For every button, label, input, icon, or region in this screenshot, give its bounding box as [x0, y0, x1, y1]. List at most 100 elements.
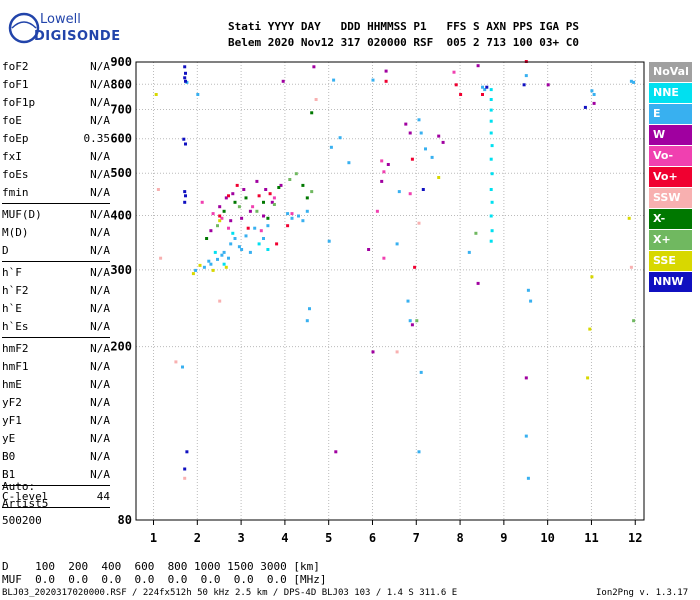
- echo-point: [156, 188, 160, 191]
- echo-point: [181, 365, 184, 369]
- echo-point: [489, 157, 493, 161]
- param-name: B0: [2, 450, 16, 463]
- echo-point: [430, 155, 434, 159]
- echo-point: [184, 142, 187, 146]
- param-divider: [2, 336, 110, 340]
- param-row: hmF1 N/A: [2, 358, 110, 376]
- echo-point: [184, 194, 187, 198]
- echo-point: [481, 85, 484, 89]
- param-name: hmF1: [2, 360, 29, 373]
- echo-point: [233, 200, 237, 204]
- param-value: N/A: [90, 208, 110, 221]
- echo-point: [233, 237, 237, 240]
- echo-point: [490, 144, 494, 148]
- echo-point: [592, 101, 596, 105]
- echo-point: [529, 299, 533, 303]
- axes: 1 2 3 4 5 6 7 8 9 10 11 128020030040050060070080090…: [110, 55, 642, 545]
- auto-label: Auto:: [2, 480, 36, 493]
- param-name: h`Es: [2, 320, 29, 333]
- echo-point: [154, 93, 158, 96]
- auto-program: Artist5: [2, 497, 49, 510]
- x-tick-label: 4: [281, 531, 288, 545]
- echo-point: [384, 69, 388, 73]
- globe-icon: [8, 12, 40, 44]
- echo-point: [410, 323, 414, 327]
- legend-item: Vo+: [649, 167, 692, 187]
- param-row: h`E N/A: [2, 300, 110, 318]
- echo-point: [588, 327, 592, 331]
- echo-point: [183, 65, 187, 69]
- param-name: foF1p: [2, 96, 36, 109]
- footer-distance-row: D 100 200 400 600 800 1000 1500 3000 [km…: [2, 560, 320, 573]
- ionospheric-parameters: foF2 N/A foF1 N/A foF1p N/A foE N/A foEp 0.35…: [2, 58, 110, 510]
- echo-point: [408, 192, 412, 196]
- echo-point: [196, 93, 200, 96]
- x-tick-label: 12: [628, 531, 642, 545]
- echo-point: [266, 224, 270, 228]
- echo-point: [222, 250, 226, 254]
- param-name: foEp: [2, 132, 29, 145]
- param-value: N/A: [90, 60, 110, 73]
- param-name: foE: [2, 114, 22, 127]
- echo-point: [209, 262, 213, 266]
- param-value: N/A: [90, 396, 110, 409]
- auto-version: 500200: [2, 514, 42, 527]
- echo-point: [183, 467, 187, 471]
- echo-point: [229, 242, 233, 246]
- echo-point: [301, 183, 305, 187]
- echo-point: [277, 186, 281, 189]
- echo-point: [209, 229, 213, 233]
- param-value: N/A: [90, 432, 110, 445]
- echo-point: [253, 226, 257, 230]
- echo-point: [220, 216, 224, 220]
- param-value: N/A: [90, 150, 110, 163]
- echo-point: [592, 93, 596, 96]
- echo-point: [266, 248, 270, 251]
- echo-point: [308, 307, 311, 311]
- echo-point: [334, 450, 338, 454]
- param-divider: [2, 506, 110, 510]
- echo-point: [200, 200, 204, 204]
- x-tick-label: 10: [540, 531, 554, 545]
- param-name: h`F: [2, 266, 22, 279]
- echo-point: [483, 88, 487, 92]
- echo-point: [268, 192, 272, 196]
- echo-point: [275, 242, 279, 246]
- echo-point: [476, 64, 480, 68]
- param-name: foEs: [2, 168, 29, 181]
- echo-point: [227, 194, 230, 198]
- param-row: M(D) N/A: [2, 224, 110, 242]
- echo-point: [586, 376, 590, 380]
- param-row: yF1 N/A: [2, 412, 110, 430]
- echo-point: [255, 179, 259, 183]
- echo-point: [419, 131, 423, 135]
- footer-version: Ion2Png v. 1.3.17: [596, 588, 689, 598]
- echo-point: [305, 209, 309, 213]
- echo-point: [312, 65, 316, 69]
- echo-point: [227, 226, 230, 230]
- param-row: hmE N/A: [2, 376, 110, 394]
- echo-point: [185, 450, 189, 454]
- legend-item: NNE: [649, 83, 692, 103]
- echo-point: [410, 157, 414, 161]
- param-value: N/A: [90, 360, 110, 373]
- echo-point: [207, 259, 211, 263]
- param-name: fxI: [2, 150, 22, 163]
- echo-point: [305, 319, 309, 323]
- echo-point: [338, 136, 342, 140]
- echo-point: [279, 183, 283, 187]
- echo-point: [417, 450, 421, 454]
- echo-point: [259, 229, 263, 233]
- echo-point: [526, 288, 530, 292]
- echo-point: [191, 272, 195, 276]
- param-row: foF2 N/A: [2, 58, 110, 76]
- echo-point: [251, 205, 255, 209]
- echo-point: [211, 212, 215, 216]
- param-row: foEs N/A: [2, 166, 110, 184]
- echo-point: [489, 108, 493, 112]
- footer-file-info: BLJ03_2020317020000.RSF / 224fx512h 50 k…: [2, 588, 458, 598]
- echo-point: [262, 214, 265, 218]
- param-row: D N/A: [2, 242, 110, 260]
- echo-point: [332, 78, 336, 82]
- echo-point: [231, 192, 235, 196]
